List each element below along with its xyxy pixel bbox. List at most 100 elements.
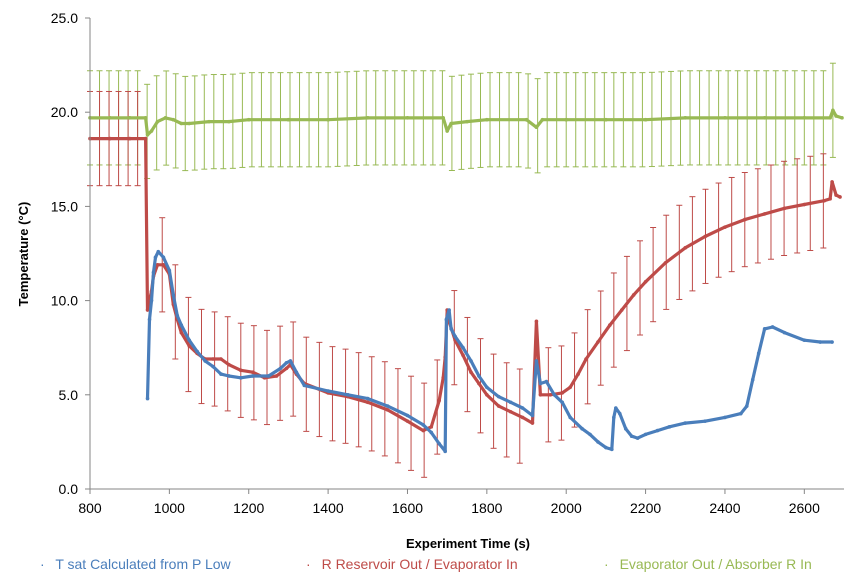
tsat-point [667,425,672,429]
tsat-point [552,393,557,397]
tsat-point [560,400,565,405]
tsat-point [830,340,834,344]
tsat-point [421,423,426,427]
legend: · T sat Calculated from P Low · R Reserv… [0,556,868,576]
tsat-point [294,370,299,374]
reservoir-point [830,180,834,184]
reservoir-point [520,415,525,420]
reservoir-point [145,308,150,312]
tsat-point [447,308,451,312]
tsat-point [385,404,390,408]
x-tick-label: 2400 [709,500,740,516]
tsat-point [588,432,592,437]
legend-label: T sat Calculated from P Low [55,556,231,572]
tsat-point [508,400,513,405]
reservoir-point [538,393,543,397]
tsat-point [167,268,172,273]
tsat-point [449,327,453,331]
y-tick-label: 15.0 [51,198,78,214]
tsat-point [443,449,447,454]
reservoir-point [250,370,255,374]
tsat-point [604,445,608,450]
y-tick-label: 10.0 [51,293,78,309]
tsat-point [629,434,634,439]
reservoir-point [560,391,565,395]
evaporator-point [163,116,168,120]
tsat-point [530,413,535,418]
evaporator-point [171,117,176,122]
tsat-point [444,317,449,322]
reservoir-point [723,225,727,229]
tsat-point [770,325,775,329]
tsat-point [469,359,473,363]
reservoir-point [421,428,426,433]
reservoir-point [274,374,279,378]
reservoir-point [461,353,465,358]
tsat-point [723,415,727,420]
reservoir-point [530,421,535,425]
reservoir-point [161,263,166,267]
reservoir-point [742,217,747,222]
legend-item-reservoir: · R Reservoir Out / Evaporator In [306,556,518,572]
tsat-point [683,421,688,425]
tsat-point [211,364,215,369]
reservoir-point [211,357,215,361]
reservoir-point [437,398,442,403]
reservoir-point [838,195,842,199]
tsat-point [156,249,161,254]
evaporator-point [802,116,807,120]
tsat-point [195,349,199,354]
evaporator-point [227,119,231,124]
tsat-point [284,360,289,365]
tsat-point [326,389,330,393]
reservoir-point [548,393,553,397]
evaporator-point [762,116,767,120]
reservoir-point [227,362,231,367]
reservoir-point [429,425,434,429]
tsat-point [405,413,410,418]
reservoir-point [179,330,184,335]
y-tick-label: 0.0 [59,481,79,497]
tsat-point [623,426,628,431]
tsat-point [453,334,457,339]
evaporator-point [828,116,832,120]
x-tick-label: 800 [78,500,102,516]
evaporator-point [441,116,445,120]
reservoir-point [822,198,826,203]
tsat-point [239,376,243,380]
tsat-point [520,406,525,410]
reservoir-point [683,246,688,250]
tsat-point [610,447,614,452]
evaporator-point [564,117,569,122]
tsat-point [744,404,749,408]
evaporator-point [286,117,291,122]
evaporator-point [534,125,539,130]
tsat-point [485,385,489,390]
y-axis-title: Temperature (°C) [16,202,31,307]
evaporator-point [723,116,727,120]
tsat-point [437,441,442,446]
tsat-point [643,432,648,437]
tsat-point [534,359,539,363]
tsat-point [756,351,761,356]
tsat-point [496,394,501,399]
tsat-point [266,374,271,378]
evaporator-point [108,116,112,120]
reservoir-point [608,323,612,327]
reservoir-point [534,319,539,324]
x-axis: 800 1000 1200 1400 1600 1800 2000 2200 2400 2600 [78,488,844,516]
evaporator-point [643,117,648,122]
reservoir-point [485,393,489,397]
reservoir-point [155,263,160,267]
evaporator-point [445,129,449,133]
evaporator-point [155,119,160,124]
evaporator-point [179,121,184,126]
reservoir-point [663,261,668,265]
evaporator-point [683,116,688,120]
evaporator-point [834,114,838,118]
tsat-point [655,428,660,433]
tsat-point [203,359,207,363]
reservoir-point [619,308,624,312]
tsat-point [161,255,166,260]
reservoir-point [802,202,807,207]
